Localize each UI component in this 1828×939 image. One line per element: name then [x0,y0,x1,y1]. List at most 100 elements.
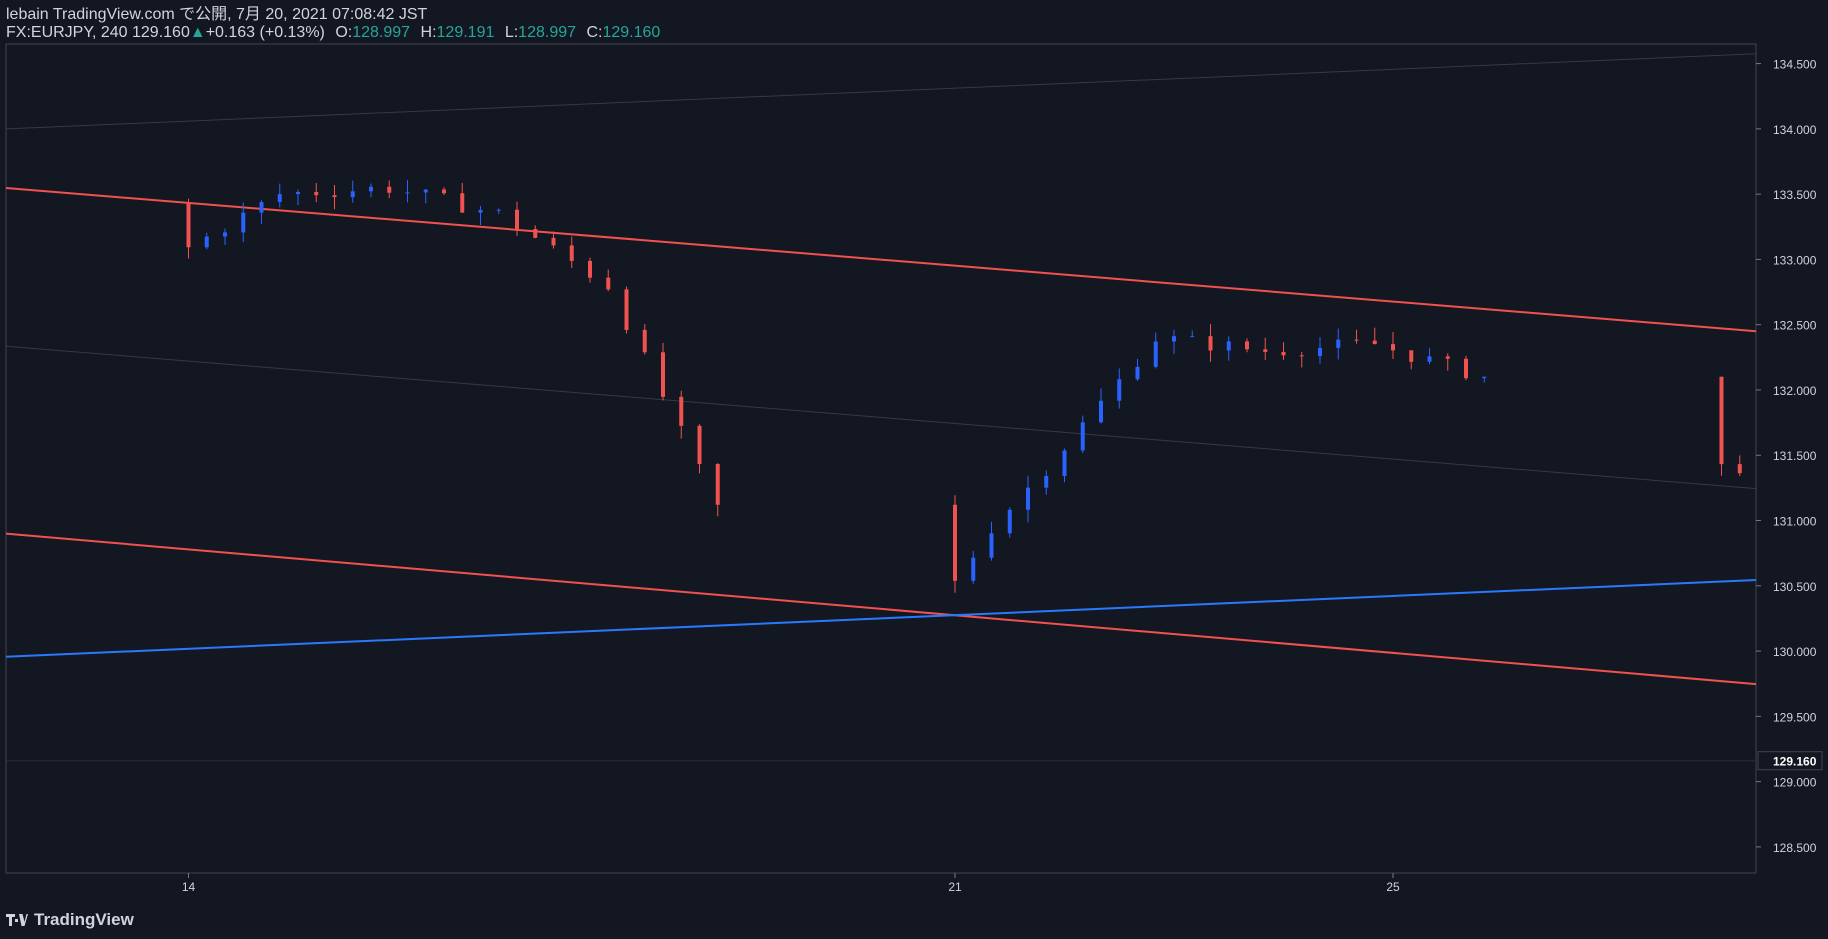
candle-body [259,202,264,213]
candle-body [1263,349,1268,352]
candle-body [1007,509,1012,534]
low-value: 128.997 [518,24,577,41]
up-arrow-icon: ▲ [189,24,206,41]
candle-body [989,533,994,558]
candle-body [241,212,246,233]
candle-body [715,463,720,505]
candle-body [1172,336,1176,342]
ohlc-legend: FX:EURJPY, 240 129.160▲+0.163 (+0.13%) O… [6,24,660,42]
trendline-faint [6,53,1756,130]
tradingview-brand: TradingView [34,910,134,929]
candle-body [1719,376,1724,465]
trendline-red [6,186,1756,333]
trendline-red [6,532,1756,686]
last-price: 129.160 [132,24,190,41]
candle-body [350,191,355,198]
candle-body [1281,351,1286,356]
candle-body [533,228,538,238]
candle-body [1062,450,1067,477]
close-value: 129.160 [602,24,661,41]
candle-body [1427,356,1432,362]
candle-body [1811,463,1815,467]
candle-body [1153,341,1158,367]
candle-body [971,557,976,581]
tradingview-logo[interactable]: TradingView [6,910,134,930]
candle-body [606,277,611,290]
y-tick-label: 129.000 [1773,776,1817,790]
candle-body [679,396,684,426]
candle-body [332,195,337,198]
y-tick-label: 131.000 [1773,515,1817,529]
candle-body [1336,339,1341,348]
trendlines[interactable] [0,51,1828,860]
candle-body [624,289,629,330]
candle-body [697,425,702,464]
candle-body [1756,458,1760,474]
candle-body [1318,347,1322,357]
low-label: L: [504,24,519,41]
y-tick-label: 134.500 [1773,58,1817,72]
candle-body [423,189,428,193]
plot-frame [5,43,1757,874]
candle-body [496,209,501,211]
x-tick-label: 21 [948,880,962,894]
candle-body [460,193,465,213]
candle-body [405,192,410,194]
y-tick-label: 132.500 [1773,319,1817,333]
candle-body [1026,487,1030,510]
candle-body [277,194,282,203]
candle-body [1117,379,1122,401]
chart-grid [5,43,1757,874]
trendline-blue [6,579,1756,658]
candle-body [1208,336,1213,351]
close-label: C: [586,24,603,41]
candle-body [588,260,592,278]
candle-body [1245,341,1249,350]
trendline-faint [6,345,1756,490]
price-change: +0.163 (+0.13%) [205,24,325,41]
candle-body [369,186,373,192]
candle-body [1226,341,1231,351]
candle-body [478,209,483,213]
chart-axes: 128.500 129.000 129.500 130.000 130.500 131.0… [6,58,1823,894]
candle-body [1464,358,1468,379]
y-tick-label: 133.000 [1773,253,1817,267]
candle-body [1737,464,1742,474]
candle-body [551,237,556,246]
x-tick-label: 25 [1386,880,1400,894]
candle-body [314,192,319,196]
last-price-label-box [1757,751,1823,771]
y-tick-label: 130.500 [1773,580,1817,594]
y-tick-label: 130.000 [1773,645,1817,659]
candle-body [569,245,574,261]
candle-body [1409,350,1414,362]
candle-body [1099,400,1103,423]
candle-body [1044,476,1049,488]
candle-body [442,189,446,194]
symbol-label[interactable]: FX:EURJPY, 240 [6,24,128,41]
candle-body [1135,366,1140,380]
candle-body [953,504,957,581]
publish-info: lebain TradingView.com で公開, 7月 20, 2021 … [6,6,428,23]
candle-body [204,236,209,248]
y-tick-label: 131.500 [1773,449,1817,463]
y-tick-label: 132.000 [1773,384,1817,398]
candle-body [1391,344,1395,351]
candles [186,180,1815,593]
candle-body [515,209,519,229]
candle-body [186,203,191,248]
candle-body [1190,336,1195,338]
open-label: O: [335,24,353,41]
high-label: H: [420,24,437,41]
high-value: 129.191 [436,24,495,41]
open-value: 128.997 [352,24,411,41]
candle-body [296,192,300,195]
x-tick-label: 14 [182,880,196,894]
y-tick-label: 128.500 [1773,841,1817,855]
y-tick-label: 133.500 [1773,188,1817,202]
y-tick-label: 129.500 [1773,710,1817,724]
candle-body [1482,376,1487,379]
tradingview-logo-icon [6,914,28,926]
candle-body [642,329,647,353]
